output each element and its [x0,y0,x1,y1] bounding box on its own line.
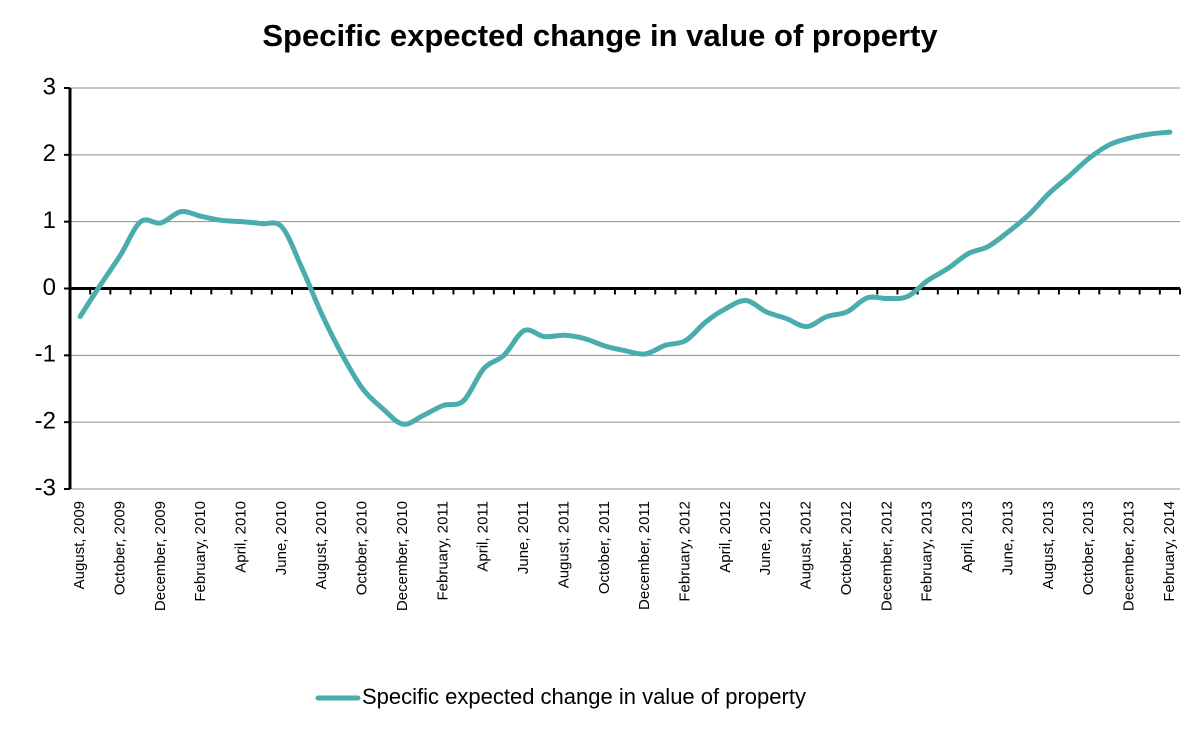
x-tick-label: August, 2009 [71,501,88,589]
x-tick-label: December, 2012 [878,501,895,611]
x-tick-label: June, 2013 [999,501,1016,575]
legend-item: Specific expected change in value of pro… [315,684,806,709]
x-tick-label: December, 2013 [1121,501,1138,611]
x-tick-label: October, 2013 [1080,501,1097,595]
x-tick-label: February, 2014 [1161,501,1178,602]
y-tick-label: -3 [35,474,56,501]
x-tick-label: February, 2013 [919,501,936,602]
x-tick-label: February, 2011 [434,501,451,601]
x-tick-label: October, 2012 [838,501,855,595]
x-tick-label: June, 2010 [273,501,290,575]
y-tick-label: 3 [43,73,56,100]
x-tick-label: October, 2011 [596,501,613,594]
chart-title: Specific expected change in value of pro… [262,18,938,53]
x-tick-label: June, 2011 [515,501,532,574]
x-tick-label: December, 2009 [152,501,169,611]
y-tick-label: 2 [43,140,56,167]
data-line [77,129,1173,427]
x-tick-label: April, 2012 [717,501,734,573]
y-tick-label: -2 [35,408,56,435]
x-tick-label: April, 2010 [233,501,250,573]
x-tick-label: April, 2011 [475,501,492,572]
x-tick-label: August, 2011 [555,501,572,588]
y-tick-label: 0 [43,274,56,301]
x-tick-label: February, 2012 [677,501,694,602]
x-tick-label: December, 2011 [636,501,653,610]
x-tick-label: August, 2013 [1040,501,1057,589]
x-tick-label: June, 2012 [757,501,774,575]
x-tick-label: October, 2009 [111,501,128,595]
x-tick-label: December, 2010 [394,501,411,611]
x-tick-label: August, 2010 [313,501,330,589]
legend-label: Specific expected change in value of pro… [362,684,806,709]
y-tick-label: -1 [35,341,56,368]
x-tick-label: February, 2010 [192,501,209,602]
x-tick-label: August, 2012 [798,501,815,589]
y-tick-label: 1 [43,207,56,234]
x-tick-label: April, 2013 [959,501,976,573]
x-tick-label: October, 2010 [354,501,371,595]
